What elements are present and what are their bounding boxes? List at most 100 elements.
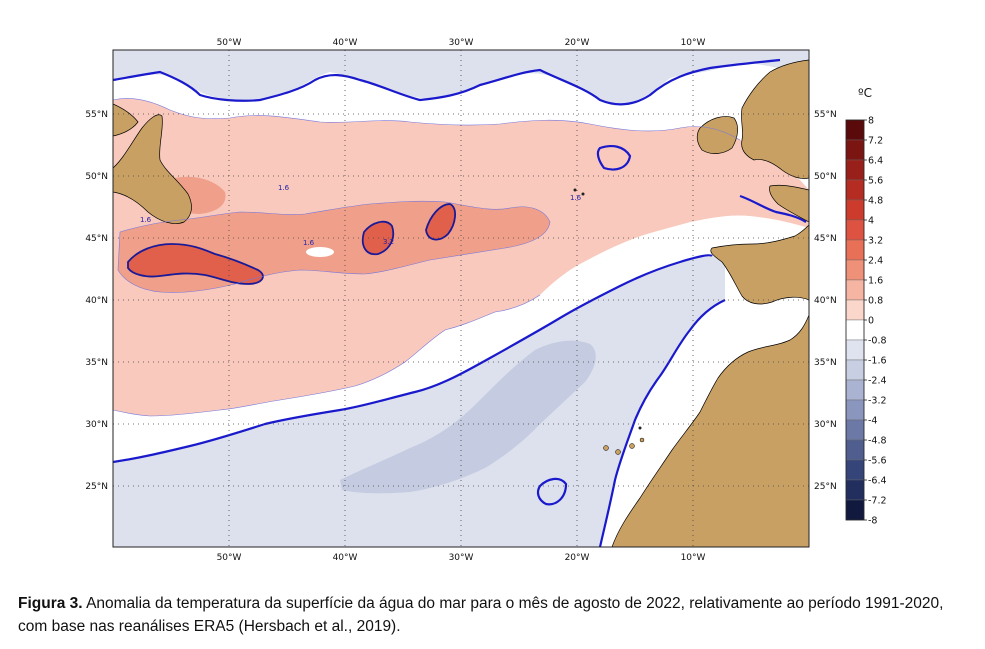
land-france [769,184,809,223]
caption-text: Anomalia da temperatura da superfície da… [18,595,944,635]
colorbar-swatch [845,259,865,281]
colorbar-swatch [845,179,865,201]
lat-tick-label: 25°N [85,482,108,492]
map-area: 1.6 1.6 1.6 3.2 1.6 [113,50,809,547]
land-newfoundland [113,114,192,224]
colorbar-swatch [845,199,865,221]
lon-tick-label: 10°W [681,553,706,563]
lon-tick-label: 50°W [217,553,242,563]
contour-label: 1.6 [303,239,315,247]
colorbar-swatch [845,339,865,361]
lat-tick-label: 40°N [814,296,837,306]
colorbar-label: 7.2 [868,136,883,147]
contour-label: 3.2 [383,238,394,246]
colorbar-label: 6.4 [868,156,883,167]
colorbar-label: -3.2 [868,396,887,407]
colorbar-swatch [845,119,865,141]
colorbar-swatch [845,419,865,441]
caption-label: Figura 3. [18,595,83,612]
contour-labels: 1.6 1.6 1.6 3.2 1.6 [140,184,582,247]
lon-tick-label: 10°W [681,38,706,48]
colorbar-label: 5.6 [868,176,883,187]
colorbar-labels: 8 7.2 6.4 5.6 4.8 4 3.2 2.4 1.6 0.8 0 -0.8 -1.6 -2.4 -… [864,116,887,527]
lat-ticks-right: 55°N 50°N 45°N 40°N 35°N 30°N 25°N [814,110,837,492]
colorbar-swatch [845,479,865,501]
lon-tick-label: 30°W [449,38,474,48]
colorbar-label: -8 [868,516,877,527]
lon-tick-label: 40°W [333,38,358,48]
lat-tick-label: 35°N [85,358,108,368]
sst-anomaly-map: 1.6 1.6 1.6 3.2 1.6 50°W 40°W 30°W 20° [85,38,887,563]
land-ireland [696,116,738,154]
colorbar-label: -4.8 [868,436,887,447]
colorbar-swatch [845,439,865,461]
madeira-island [638,426,642,430]
colorbar-label: -6.4 [868,476,887,487]
lat-tick-label: 55°N [85,110,108,120]
colorbar-swatch [845,239,865,261]
colorbar-label: 8 [868,116,874,127]
colorbar-label: 1.6 [868,276,883,287]
colorbar-label: 4.8 [868,196,883,207]
strong-positive-contours [127,203,456,285]
lat-ticks-left: 55°N 50°N 45°N 40°N 35°N 30°N 25°N [85,110,108,492]
lat-tick-label: 40°N [85,296,108,306]
colorbar-swatch [845,299,865,321]
colorbar-label: 0.8 [868,296,883,307]
colorbar-swatch [845,399,865,421]
lat-tick-label: 45°N [85,234,108,244]
colorbar-swatch [845,459,865,481]
colorbar-swatch [845,139,865,161]
colorbar-label: -7.2 [868,496,887,507]
colorbar-label: 3.2 [868,236,883,247]
contour-label: 1.6 [278,184,290,192]
colorbar-swatch [845,499,865,521]
canary-island-3 [629,443,635,449]
lat-tick-label: 30°N [85,420,108,430]
lon-tick-label: 20°W [565,38,590,48]
lat-tick-label: 35°N [814,358,837,368]
colorbar-label: -4 [868,416,877,427]
lon-tick-label: 20°W [565,553,590,563]
canary-island-1 [603,445,609,451]
lat-tick-label: 45°N [814,234,837,244]
lon-tick-label: 40°W [333,553,358,563]
land-labrador [113,103,139,137]
colorbar-swatch [845,319,865,341]
canary-island-4 [639,437,645,443]
colorbar-label: -2.4 [868,376,887,387]
lon-ticks-bottom: 50°W 40°W 30°W 20°W 10°W [217,553,706,563]
colorbar-swatch [845,359,865,381]
colorbar-label: -0.8 [868,336,887,347]
colorbar-label: -1.6 [868,356,887,367]
lat-tick-label: 50°N [814,172,837,182]
zero-contours [113,58,807,547]
lon-ticks-top: 50°W 40°W 30°W 20°W 10°W [217,38,706,48]
azores-island-1 [573,188,577,192]
lat-tick-label: 55°N [814,110,837,120]
colorbar-swatch [845,379,865,401]
colorbar-label: 2.4 [868,256,883,267]
colorbar-swatch [845,219,865,241]
graticule [113,50,809,547]
canary-island-2 [615,449,621,455]
colorbar-swatch [845,159,865,181]
lat-tick-label: 50°N [85,172,108,182]
colorbar-unit: ºC [858,86,872,100]
lat-tick-label: 30°N [814,420,837,430]
negative-mid-core [340,340,596,494]
figure-caption: Figura 3. Anomalia da temperatura da sup… [18,592,968,638]
thin-contours [113,98,741,417]
colorbar-label: -5.6 [868,456,887,467]
lat-tick-label: 25°N [814,482,837,492]
colorbar [845,119,865,521]
land-british-isles [741,59,809,179]
azores-island-2 [581,192,585,196]
positive-anomaly-region [113,98,809,416]
colorbar-label: 4 [868,216,874,227]
positive-core-3 [426,204,456,240]
contour-label: 1.6 [570,194,582,202]
lon-tick-label: 50°W [217,38,242,48]
negative-anomaly-south [113,255,725,547]
positive-core-1 [128,244,263,284]
